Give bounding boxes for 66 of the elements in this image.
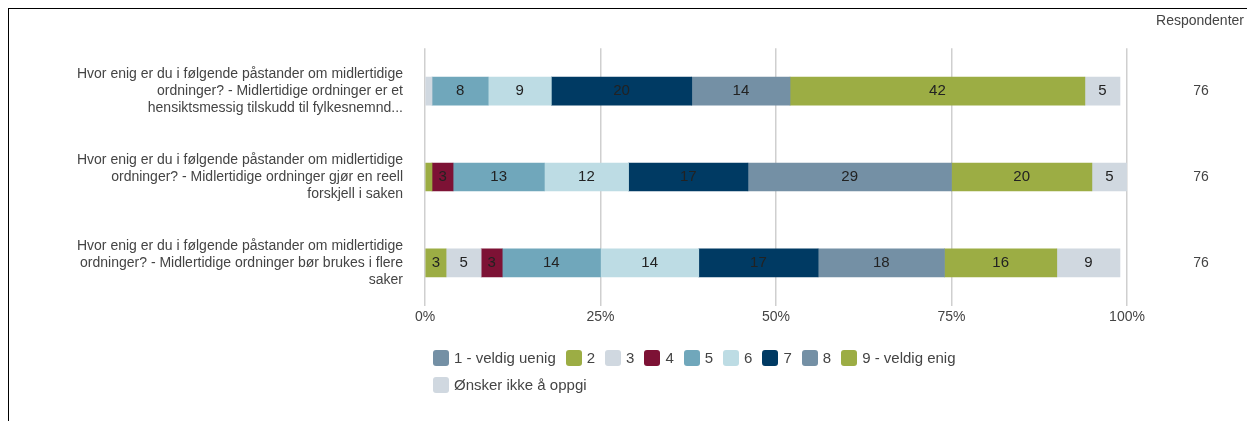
data-label: 13 xyxy=(490,167,508,185)
x-tick-label: 75% xyxy=(937,308,966,325)
legend-label: 1 - veldig uenig xyxy=(454,349,556,366)
text: 76 xyxy=(1193,81,1209,98)
data-label: 12 xyxy=(578,167,595,185)
data-label: 9 xyxy=(1084,253,1093,271)
bar xyxy=(600,248,700,278)
bar xyxy=(747,162,952,192)
data-label: 20 xyxy=(613,81,630,99)
data-label: 20 xyxy=(1013,167,1031,185)
data-label: 5 xyxy=(1098,81,1107,99)
bar xyxy=(544,162,629,192)
bar xyxy=(691,76,791,106)
data-label: 17 xyxy=(750,253,767,271)
legend-label: 8 xyxy=(822,349,832,366)
legend-label: 9 - veldig enig xyxy=(862,349,956,366)
y-tick-label: Hvor enig er du i følgende påstander om midlertidige ordninger? - Midlertidige ordninger er et hensiktsmessig tilskudd til fylkesnemnd... xyxy=(76,65,404,115)
data-label: 3 xyxy=(431,253,441,271)
x-tick-label: 0% xyxy=(414,308,436,325)
legend-label: 3 xyxy=(626,349,635,366)
bar xyxy=(1084,76,1121,106)
data-label: 42 xyxy=(929,81,946,99)
x-tick-label: 50% xyxy=(761,308,791,325)
bar xyxy=(789,76,1086,106)
data-label: 14 xyxy=(641,253,658,271)
text: 76 xyxy=(1193,253,1209,270)
legend-label: 5 xyxy=(704,349,714,366)
bar xyxy=(487,76,552,106)
legend-label: 4 xyxy=(665,349,674,366)
data-label: 9 xyxy=(515,81,524,99)
data-label: 29 xyxy=(841,167,859,185)
text: 76 xyxy=(1193,167,1209,184)
legend-label: 6 xyxy=(744,349,753,366)
data-label: 14 xyxy=(732,81,750,99)
data-label: 14 xyxy=(543,253,560,271)
legend-label: Ønsker ikke å oppgi xyxy=(454,376,587,393)
text: Respondenter xyxy=(1156,11,1245,28)
data-label: 17 xyxy=(679,167,697,185)
bar xyxy=(551,76,693,106)
bar xyxy=(480,248,503,278)
bar xyxy=(698,248,819,278)
bar xyxy=(425,76,433,106)
data-label: 5 xyxy=(1105,167,1114,185)
data-label: 5 xyxy=(459,253,468,271)
bar xyxy=(501,248,601,278)
bar xyxy=(452,162,545,192)
legend-label: 7 xyxy=(783,349,792,366)
bar xyxy=(1091,162,1127,192)
bar xyxy=(951,162,1093,192)
data-label: 8 xyxy=(455,81,465,99)
y-tick-label: Hvor enig er du i følgende påstander om midlertidige ordninger? - Midlertidige ordninger bør brukes i flere saker xyxy=(76,236,404,287)
y-tick-label: Hvor enig er du i følgende påstander om midlertidige ordninger? - Midlertidige ordninger gjør en reell forskjell i saken xyxy=(76,151,404,201)
data-label: 3 xyxy=(438,167,447,185)
data-label: 18 xyxy=(872,253,890,271)
bar xyxy=(431,76,489,106)
legend-label: 2 xyxy=(586,349,596,366)
data-label: 3 xyxy=(487,253,496,271)
x-tick-label: 25% xyxy=(586,308,615,325)
data-label: 16 xyxy=(992,253,1009,271)
bar xyxy=(944,248,1058,278)
bar xyxy=(628,162,749,192)
x-tick-label: 100% xyxy=(1109,308,1145,325)
bar xyxy=(445,248,482,278)
bar xyxy=(817,248,945,278)
bar xyxy=(425,162,433,192)
bar xyxy=(1056,248,1121,278)
